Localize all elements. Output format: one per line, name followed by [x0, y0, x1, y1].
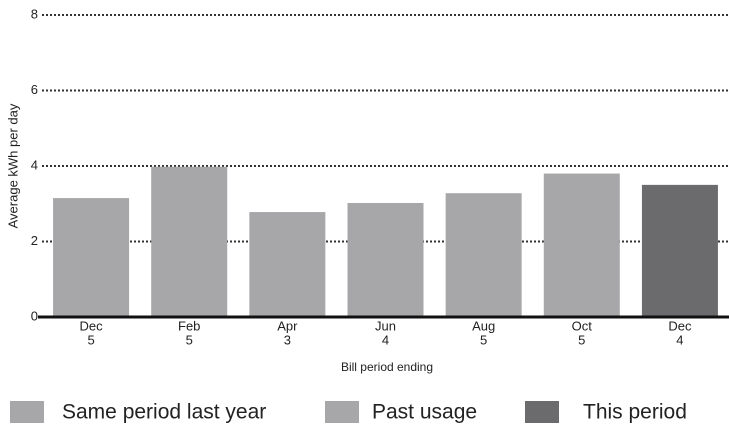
bar: [347, 202, 424, 317]
legend-label: Past usage: [372, 401, 477, 424]
x-tick-label: Oct: [572, 318, 593, 333]
x-tick-label: 3: [284, 332, 291, 347]
x-tick-label: 4: [676, 332, 683, 347]
x-tick-label: 5: [87, 332, 94, 347]
y-tick-label: 8: [31, 6, 38, 21]
bar: [445, 193, 522, 317]
bar: [151, 166, 228, 317]
y-tick-label: 6: [31, 82, 38, 97]
legend-swatch: [525, 401, 559, 423]
x-tick-label: Jun: [375, 318, 396, 333]
legend-label: Same period last year: [62, 401, 266, 424]
bar: [53, 198, 130, 317]
x-tick-label: 5: [186, 332, 193, 347]
x-tick-label: Feb: [178, 318, 200, 333]
bar: [543, 173, 620, 317]
x-tick-label: 5: [480, 332, 487, 347]
x-axis-label: Bill period ending: [341, 360, 433, 374]
x-tick-label: Dec: [80, 318, 104, 333]
bar: [249, 212, 326, 317]
legend-swatch: [10, 401, 44, 423]
x-tick-label: 5: [578, 332, 585, 347]
x-tick-label: Aug: [472, 318, 495, 333]
y-tick-label: 0: [31, 308, 38, 323]
x-tick-label: 4: [382, 332, 389, 347]
x-tick-label: Dec: [668, 318, 692, 333]
x-tick-label: Apr: [277, 318, 298, 333]
y-axis-label: Average kWh per day: [5, 103, 20, 228]
y-tick-label: 2: [31, 233, 38, 248]
y-tick-label: 4: [31, 157, 38, 172]
bar: [641, 184, 718, 317]
legend-label: This period: [583, 401, 687, 424]
legend-swatch: [325, 401, 359, 423]
